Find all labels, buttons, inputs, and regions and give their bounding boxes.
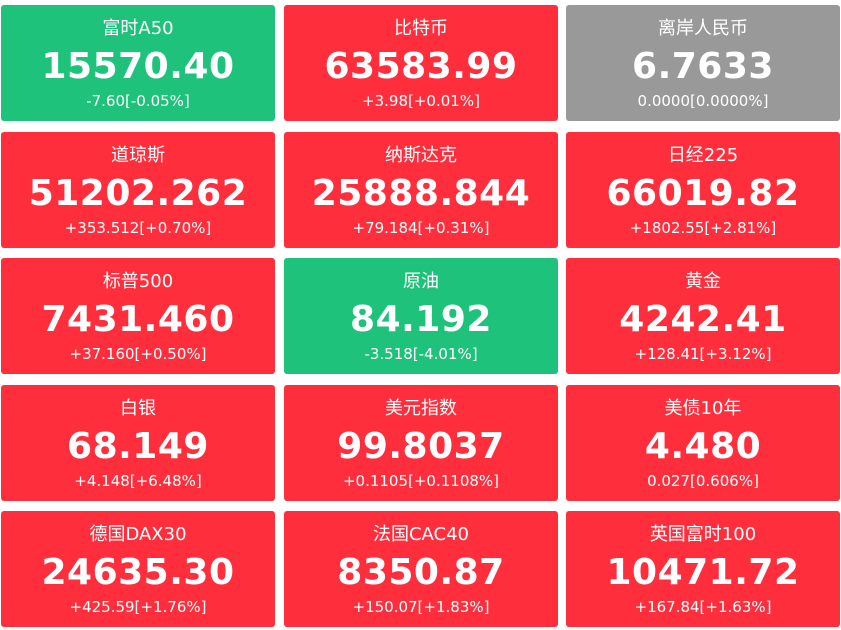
quote-price: 4242.41 <box>619 299 787 340</box>
quote-name: 法国CAC40 <box>372 524 470 545</box>
quote-name: 美元指数 <box>385 398 457 419</box>
quote-change: +167.84[+1.63%] <box>634 598 772 616</box>
quote-price: 4.480 <box>644 426 762 467</box>
quote-tile-sp-500[interactable]: 标普500 7431.460 +37.160[+0.50%] <box>1 258 275 374</box>
quote-change: +79.184[+0.31%] <box>352 219 490 237</box>
quote-price: 68.149 <box>67 426 209 467</box>
quote-name: 黄金 <box>685 271 721 292</box>
quote-tile-ftse-china-a50[interactable]: 富时A50 15570.40 -7.60[-0.05%] <box>1 5 275 121</box>
quote-price: 6.7633 <box>632 46 774 87</box>
quote-price: 66019.82 <box>606 173 800 214</box>
quote-name: 美债10年 <box>664 398 742 419</box>
quote-price: 63583.99 <box>324 46 518 87</box>
quote-change: +37.160[+0.50%] <box>69 345 207 363</box>
quote-name: 离岸人民币 <box>658 18 748 39</box>
quote-change: -7.60[-0.05%] <box>86 92 190 110</box>
quote-change: +128.41[+3.12%] <box>634 345 772 363</box>
quote-change: -3.518[-4.01%] <box>364 345 478 363</box>
quote-tile-crude-oil[interactable]: 原油 84.192 -3.518[-4.01%] <box>284 258 558 374</box>
quote-tile-us-dollar-index[interactable]: 美元指数 99.8037 +0.1105[+0.1108%] <box>284 385 558 501</box>
quote-price: 24635.30 <box>41 552 235 593</box>
quote-tile-dow-jones[interactable]: 道琼斯 51202.262 +353.512[+0.70%] <box>1 132 275 248</box>
quote-tile-dax-30[interactable]: 德国DAX30 24635.30 +425.59[+1.76%] <box>1 511 275 627</box>
quote-price: 10471.72 <box>606 552 800 593</box>
quote-change: +353.512[+0.70%] <box>64 219 212 237</box>
quote-tile-ftse-100[interactable]: 英国富时100 10471.72 +167.84[+1.63%] <box>566 511 840 627</box>
quote-price: 51202.262 <box>28 173 248 214</box>
quote-name: 英国富时100 <box>649 524 757 545</box>
quote-tile-gold[interactable]: 黄金 4242.41 +128.41[+3.12%] <box>566 258 840 374</box>
quote-price: 7431.460 <box>41 299 235 340</box>
quote-tile-nikkei-225[interactable]: 日经225 66019.82 +1802.55[+2.81%] <box>566 132 840 248</box>
quote-price: 8350.87 <box>337 552 505 593</box>
quote-name: 原油 <box>403 271 439 292</box>
quote-tile-offshore-rmb[interactable]: 离岸人民币 6.7633 0.0000[0.0000%] <box>566 5 840 121</box>
quote-name: 日经225 <box>667 145 739 166</box>
quote-change: +0.1105[+0.1108%] <box>342 472 500 490</box>
quote-change: 0.0000[0.0000%] <box>637 92 769 110</box>
quote-change: +1802.55[+2.81%] <box>629 219 777 237</box>
quote-change: +150.07[+1.83%] <box>352 598 490 616</box>
quote-price: 15570.40 <box>41 46 235 87</box>
quote-name: 道琼斯 <box>111 145 165 166</box>
quote-name: 纳斯达克 <box>385 145 457 166</box>
quote-name: 标普500 <box>102 271 174 292</box>
quote-name: 白银 <box>120 398 156 419</box>
quote-price: 25888.844 <box>311 173 531 214</box>
quote-price: 84.192 <box>350 299 492 340</box>
quote-name: 富时A50 <box>102 18 174 39</box>
quote-name: 德国DAX30 <box>89 524 187 545</box>
quote-price: 99.8037 <box>337 426 505 467</box>
quote-change: +425.59[+1.76%] <box>69 598 207 616</box>
quote-tile-bitcoin[interactable]: 比特币 63583.99 +3.98[+0.01%] <box>284 5 558 121</box>
quote-change: 0.027[0.606%] <box>647 472 759 490</box>
quote-name: 比特币 <box>394 18 448 39</box>
quote-change: +4.148[+6.48%] <box>74 472 202 490</box>
quote-tile-us-10y-treasury[interactable]: 美债10年 4.480 0.027[0.606%] <box>566 385 840 501</box>
quote-change: +3.98[+0.01%] <box>362 92 480 110</box>
quote-tile-nasdaq[interactable]: 纳斯达克 25888.844 +79.184[+0.31%] <box>284 132 558 248</box>
quote-tile-silver[interactable]: 白银 68.149 +4.148[+6.48%] <box>1 385 275 501</box>
quote-tile-cac-40[interactable]: 法国CAC40 8350.87 +150.07[+1.83%] <box>284 511 558 627</box>
